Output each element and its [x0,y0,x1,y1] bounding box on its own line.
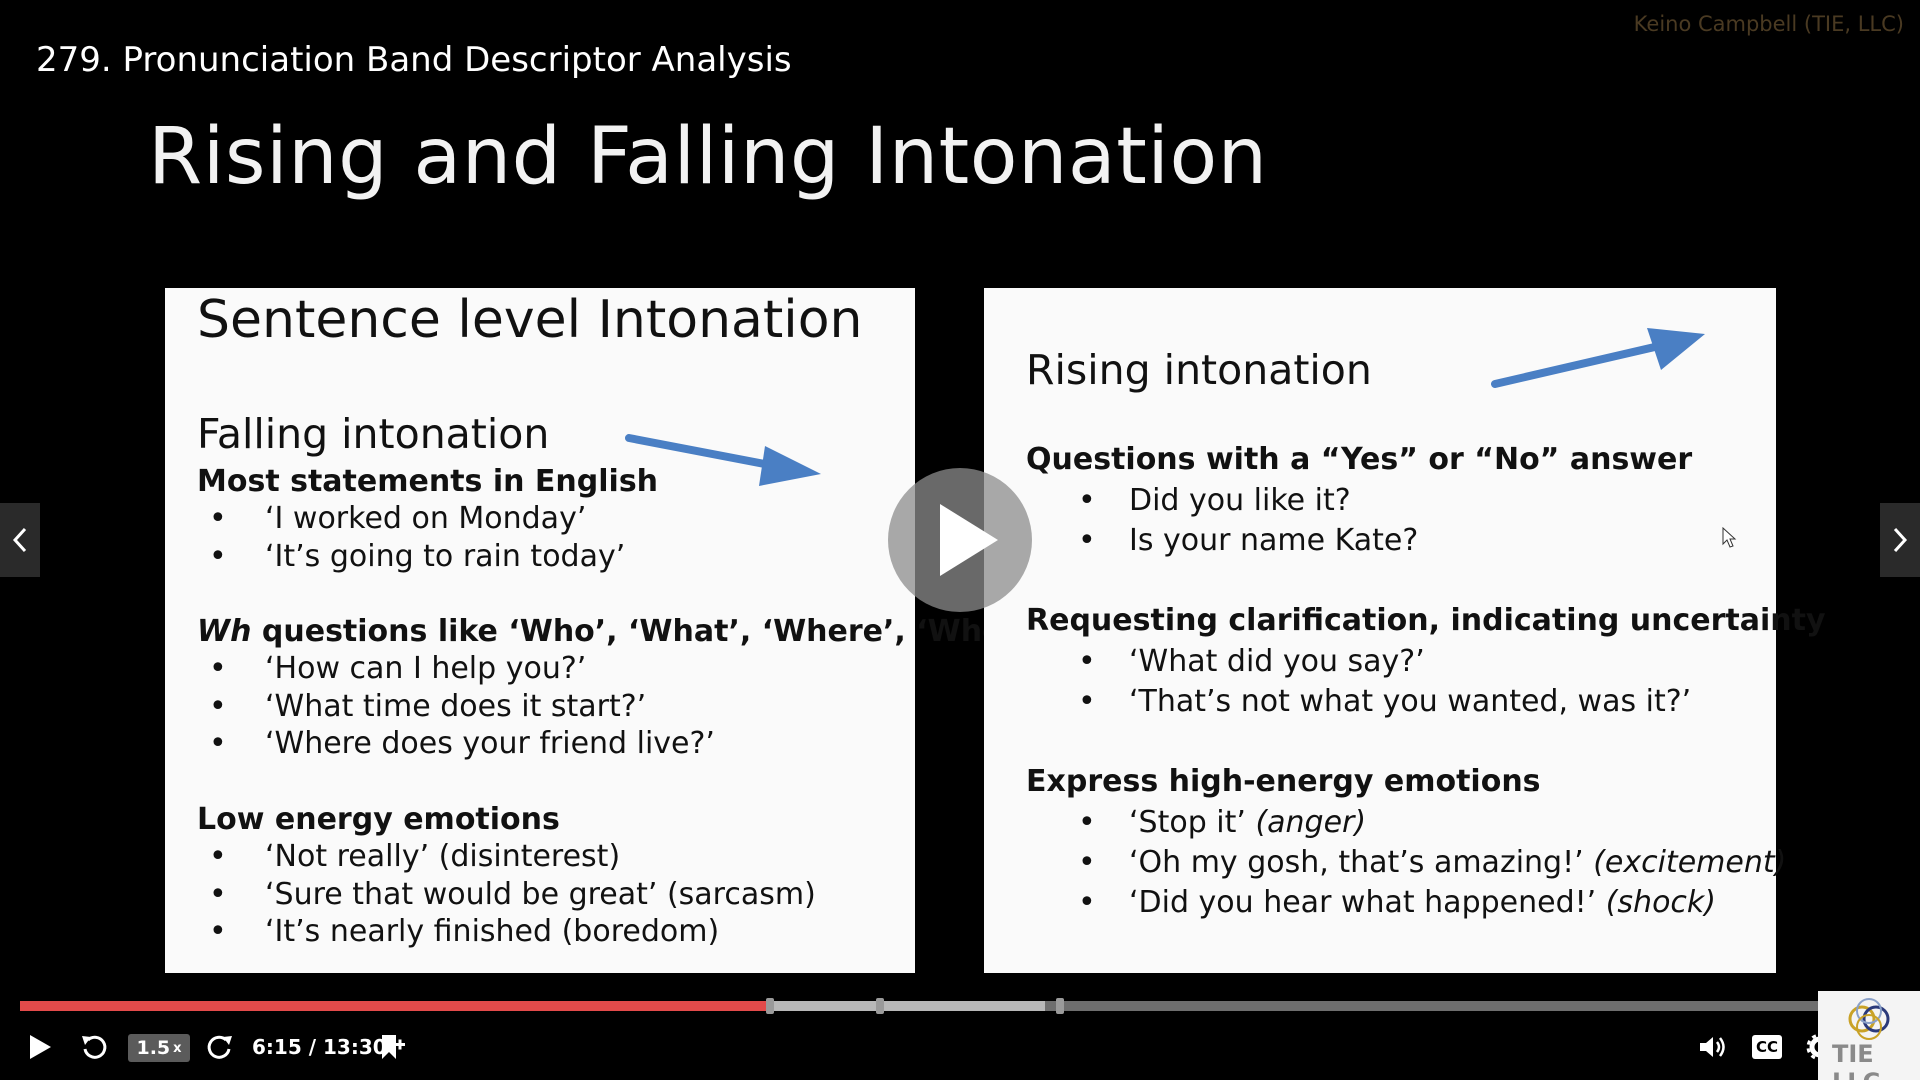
falling-intonation-heading: Falling intonation [197,410,550,458]
play-icon [30,1035,51,1059]
list-item: ‘Oh my gosh, that’s amazing!’ (excitemen… [984,843,1786,883]
play-icon [940,504,998,576]
example-text: ‘Oh my gosh, that’s amazing!’ [1129,845,1594,880]
volume-icon [1700,1037,1725,1057]
section-heading: Most statements in English [197,464,659,499]
example-list: Did you like it? Is your name Kate? [984,481,1418,561]
rewind-icon [82,1035,107,1059]
section-heading: Requesting clarification, indicating unc… [1026,603,1826,638]
example-list: ‘I worked on Monday’ ‘It’s going to rain… [165,500,625,575]
list-item: ‘Did you hear what happened!’ (shock) [984,883,1786,923]
logo [1818,991,1920,1080]
example-text: ‘Stop it’ [1129,805,1256,840]
list-item: ‘It’s nearly finished (boredom) [165,913,816,951]
chapter-marker[interactable] [1056,998,1065,1014]
speed-suffix: x [173,1040,182,1056]
list-item: ‘Where does your friend live?’ [165,725,715,763]
example-list: ‘What did you say?’ ‘That’s not what you… [984,642,1691,722]
previous-lecture-button[interactable] [0,503,40,577]
chevron-right-icon [1893,527,1908,553]
list-item: ‘It’s going to rain today’ [165,538,625,576]
speed-value: 1.5 [136,1037,171,1059]
current-time: 6:15 [252,1035,302,1059]
progress-played [20,1001,771,1011]
logo-text: TIE LLC [1832,1040,1880,1080]
section-heading-text: questions like ‘Who’, ‘What’, ‘Where’, ‘… [251,614,1036,649]
play-button[interactable] [20,1022,60,1072]
big-play-button[interactable] [888,468,1032,612]
section-heading: Low energy emotions [197,802,560,837]
list-item: Did you like it? [984,481,1418,521]
total-time: 13:30 [322,1035,387,1059]
list-item: ‘What did you say?’ [984,642,1691,682]
forward-button[interactable] [200,1022,240,1072]
list-item: ‘I worked on Monday’ [165,500,625,538]
list-item: ‘Stop it’ (anger) [984,803,1786,843]
list-item: ‘Not really’ (disinterest) [165,838,816,876]
watermark: Keino Campbell (TIE, LLC) [1633,12,1904,36]
example-list: ‘Not really’ (disinterest) ‘Sure that wo… [165,838,816,951]
list-item: Is your name Kate? [984,521,1418,561]
tie-logo-icon [1848,998,1890,1040]
list-item: ‘That’s not what you wanted, was it?’ [984,682,1691,722]
example-list: ‘Stop it’ (anger) ‘Oh my gosh, that’s am… [984,803,1786,923]
forward-icon [207,1035,232,1059]
playback-speed-button[interactable]: 1.5 x [128,1034,190,1062]
card-title: Sentence level Intonation [197,290,863,350]
add-bookmark-button[interactable] [372,1022,412,1072]
volume-button[interactable] [1692,1022,1732,1072]
slide-heading: Rising and Falling Intonation [148,112,1268,202]
player-controls: 1.5 x 6:15 / 13:30 CC [0,1022,1920,1072]
rewind-button[interactable] [74,1022,114,1072]
section-heading: Express high-energy emotions [1026,764,1541,799]
falling-arrow-icon [625,434,821,486]
falling-intonation-card: Sentence level Intonation Falling intona… [165,288,1035,973]
mouse-cursor-icon [1722,527,1737,548]
emotion-label: (anger) [1255,805,1367,840]
section-heading: Wh questions like ‘Who’, ‘What’, ‘Where’… [197,614,1035,649]
example-text: ‘Did you hear what happened!’ [1129,885,1606,920]
time-display: 6:15 / 13:30 [252,1035,387,1059]
section-heading-emphasis: Wh [197,614,252,649]
rising-intonation-heading: Rising intonation [1026,346,1372,394]
lecture-title: 279. Pronunciation Band Descriptor Analy… [36,40,792,80]
list-item: ‘Sure that would be great’ (sarcasm) [165,876,816,914]
emotion-label: (shock) [1605,885,1716,920]
rising-intonation-card: Rising intonation Questions with a “Yes”… [984,288,1826,973]
chapter-marker[interactable] [876,998,885,1014]
chapter-marker[interactable] [766,998,775,1014]
next-lecture-button[interactable] [1880,503,1920,577]
list-item: ‘What time does it start?’ [165,688,715,726]
bookmark-add-icon [382,1035,405,1059]
emotion-label: (excitement) [1593,845,1787,880]
example-list: ‘How can I help you?’ ‘What time does it… [165,650,715,763]
rising-arrow-icon [1491,328,1705,388]
progress-bar[interactable] [20,998,1820,1014]
section-heading: Questions with a “Yes” or “No” answer [1026,442,1693,477]
list-item: ‘How can I help you?’ [165,650,715,688]
captions-button[interactable]: CC [1752,1035,1782,1059]
chevron-left-icon [12,527,27,553]
